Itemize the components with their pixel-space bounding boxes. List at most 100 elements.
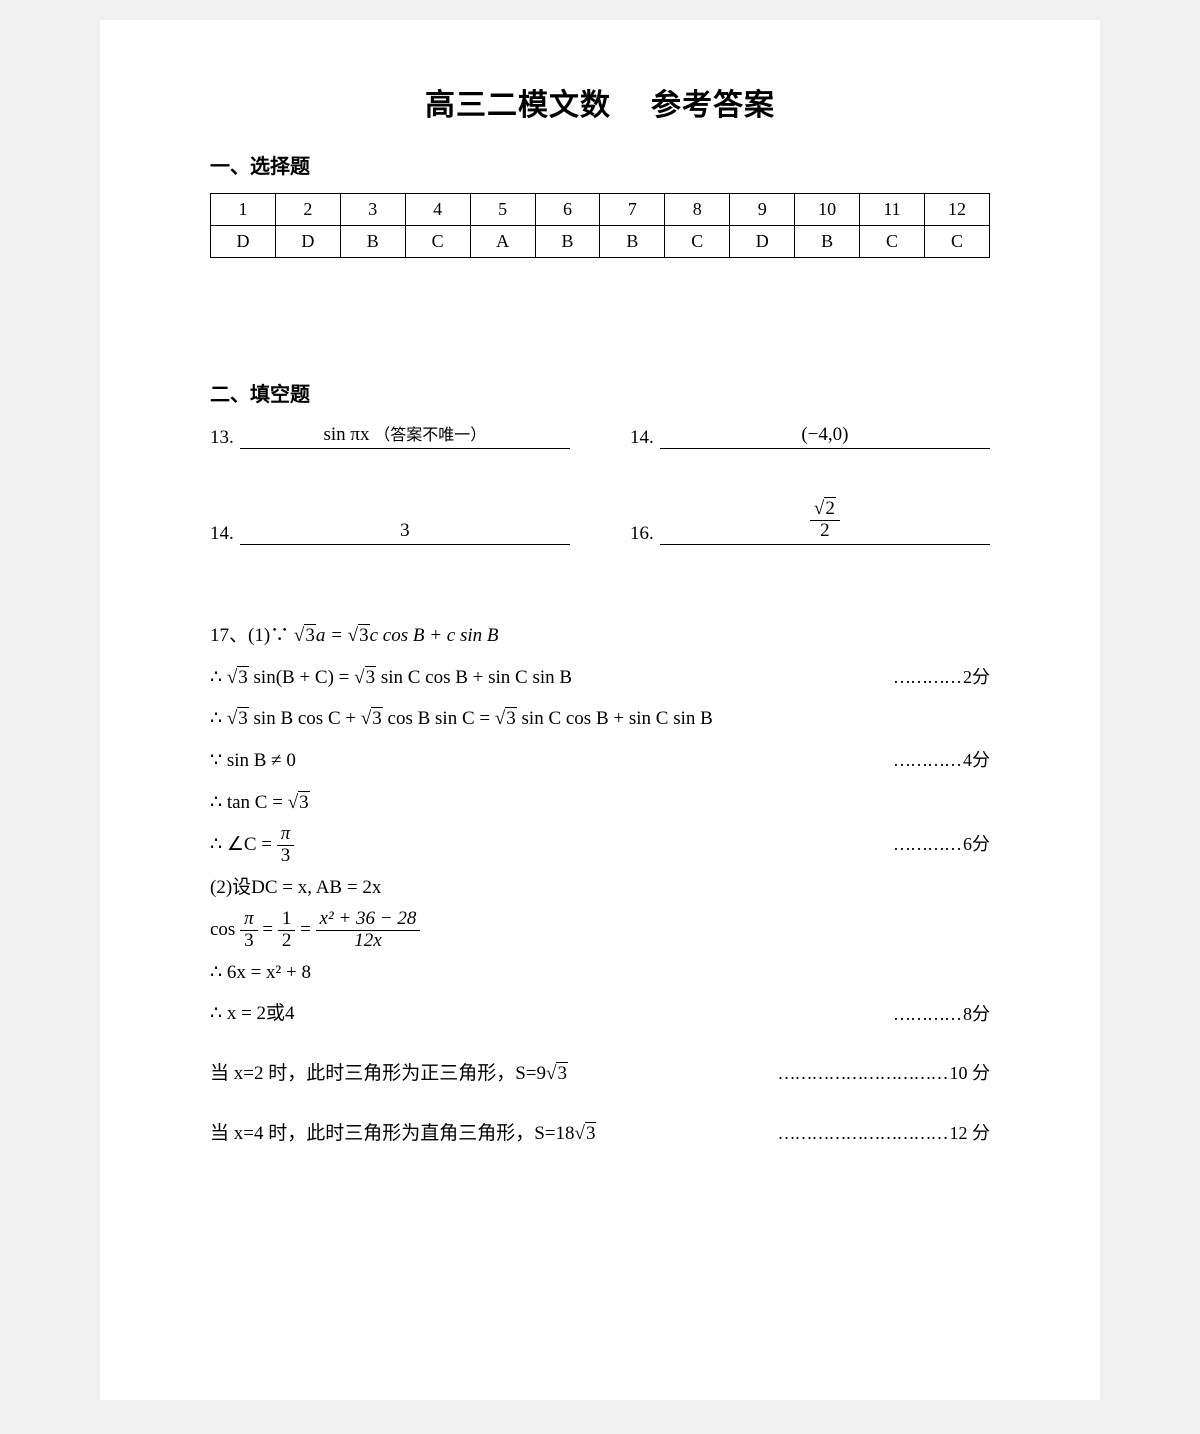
score-value: 6分 xyxy=(963,834,990,854)
sqrt-radicand: 3 xyxy=(298,791,310,813)
dots: ………… xyxy=(893,834,961,854)
fill-num: 16. xyxy=(630,523,654,545)
fraction: π3 xyxy=(240,909,258,952)
fill-row-1: 13. sin πx （答案不唯一） 14. (−4,0) xyxy=(210,421,990,449)
score-marker: …………2分 xyxy=(893,658,990,698)
fill-answer: sin πx （答案不唯一） xyxy=(240,421,570,449)
ans: C xyxy=(924,226,989,258)
solution-line: ∴ tan C = 3 xyxy=(210,782,990,824)
ans: C xyxy=(860,226,925,258)
sqrt-radicand: 3 xyxy=(585,1122,597,1144)
math-expr: 17、(1)∵ 3a = 3c cos B + c sin B xyxy=(210,615,499,657)
qnum: 7 xyxy=(600,194,665,226)
fill-q13: 13. sin πx （答案不唯一） xyxy=(210,421,570,449)
sqrt-radicand: 3 xyxy=(505,707,517,729)
math-expr: ∴ 6x = x² + 8 xyxy=(210,952,311,994)
sqrt-radicand: 3 xyxy=(358,624,370,646)
solution-q17: 17、(1)∵ 3a = 3c cos B + c sin B ∴ 3 sin(… xyxy=(210,615,990,1155)
fraction: π3 xyxy=(277,824,295,867)
fraction-num: x² + 36 − 28 xyxy=(316,909,421,931)
score-value: 2分 xyxy=(963,667,990,687)
solution-line: ∴ 3 sin B cos C + 3 cos B sin C = 3 sin … xyxy=(210,698,990,740)
solution-line: ∵ sin B ≠ 0 …………4分 xyxy=(210,740,990,782)
section-fill-heading: 二、填空题 xyxy=(210,378,990,407)
score-value: 8分 xyxy=(963,1004,990,1024)
table-row: D D B C A B B C D B C C xyxy=(211,226,990,258)
qnum: 1 xyxy=(211,194,276,226)
qnum: 5 xyxy=(470,194,535,226)
score-marker: …………8分 xyxy=(893,995,990,1035)
qnum: 2 xyxy=(275,194,340,226)
fraction-denom: 3 xyxy=(277,846,295,867)
sqrt-radicand: 3 xyxy=(365,666,377,688)
math-text: cos B sin C = xyxy=(388,708,495,729)
sqrt-radicand: 3 xyxy=(304,624,316,646)
dots: ………………………… xyxy=(778,1123,948,1143)
qnum: 9 xyxy=(730,194,795,226)
ans: B xyxy=(795,226,860,258)
fill-q14b: 14. 3 xyxy=(210,499,570,545)
dots: ………… xyxy=(893,1004,961,1024)
solution-line: ∴ 3 sin(B + C) = 3 sin C cos B + sin C s… xyxy=(210,657,990,699)
ans: B xyxy=(535,226,600,258)
qnum: 4 xyxy=(405,194,470,226)
math-expr: ∴ tan C = 3 xyxy=(210,782,310,824)
solution-line: 17、(1)∵ 3a = 3c cos B + c sin B xyxy=(210,615,990,657)
solution-line: ∴ 6x = x² + 8 xyxy=(210,952,990,994)
fraction-denom: 12x xyxy=(316,931,421,952)
math-expr: 当 x=2 时，此时三角形为正三角形，S=93 xyxy=(210,1053,568,1095)
score-value: 10 分 xyxy=(950,1063,991,1083)
score-value: 12 分 xyxy=(950,1123,991,1143)
fraction-num: π xyxy=(240,909,258,931)
qnum: 10 xyxy=(795,194,860,226)
dots: ………… xyxy=(893,667,961,687)
ans: D xyxy=(275,226,340,258)
math-expr: ∴ 3 sin B cos C + 3 cos B sin C = 3 sin … xyxy=(210,698,713,740)
fill-row-2: 14. 3 16. 2 2 xyxy=(210,499,990,545)
heading-text: 17、(1)∵ xyxy=(210,625,289,646)
ans: B xyxy=(600,226,665,258)
ans: C xyxy=(665,226,730,258)
math-text: c cos B + c sin B xyxy=(370,625,499,646)
math-text: sin C cos B + sin C sin B xyxy=(522,708,713,729)
fraction-num: π xyxy=(277,824,295,846)
solution-line: 当 x=2 时，此时三角形为正三角形，S=93 …………………………10 分 xyxy=(210,1053,990,1095)
qnum: 6 xyxy=(535,194,600,226)
answer-key-page: 高三二模文数参考答案 一、选择题 1 2 3 4 5 6 7 8 9 10 11… xyxy=(100,20,1100,1400)
math-text: cos xyxy=(210,919,235,940)
math-expr: ∴ 3 sin(B + C) = 3 sin C cos B + sin C s… xyxy=(210,657,572,699)
qnum: 3 xyxy=(340,194,405,226)
sqrt-radicand: 3 xyxy=(556,1062,568,1084)
fill-answer: 3 xyxy=(240,517,570,545)
fill-num: 14. xyxy=(210,523,234,545)
fraction-denom: 2 xyxy=(278,931,296,952)
fill-num: 13. xyxy=(210,427,234,449)
fraction: x² + 36 − 2812x xyxy=(316,909,421,952)
dots: ………… xyxy=(893,750,961,770)
fill-answer: 2 2 xyxy=(660,499,990,545)
solution-line: ∴ ∠C = π3 …………6分 xyxy=(210,824,990,867)
math-expr: (2)设DC = x, AB = 2x xyxy=(210,867,381,909)
math-expr: ∴ ∠C = π3 xyxy=(210,824,294,867)
fraction-denom: 2 xyxy=(810,521,840,542)
math-expr: cos π3 = 12 = x² + 36 − 2812x xyxy=(210,909,420,952)
ans: A xyxy=(470,226,535,258)
ans: B xyxy=(340,226,405,258)
fill-math: sin πx xyxy=(323,424,369,445)
solution-line: cos π3 = 12 = x² + 36 − 2812x xyxy=(210,909,990,952)
sqrt-radicand: 3 xyxy=(237,707,249,729)
qnum: 12 xyxy=(924,194,989,226)
score-marker: …………6分 xyxy=(893,825,990,865)
math-text: a = xyxy=(316,625,348,646)
math-text: sin C cos B + sin C sin B xyxy=(381,667,572,688)
title-right: 参考答案 xyxy=(651,89,775,122)
title-left: 高三二模文数 xyxy=(425,89,611,122)
solution-line: (2)设DC = x, AB = 2x xyxy=(210,867,990,909)
qnum: 11 xyxy=(860,194,925,226)
math-text: 当 x=4 时，此时三角形为直角三角形，S=18 xyxy=(210,1123,575,1144)
score-marker: …………………………10 分 xyxy=(778,1054,991,1094)
fraction: 12 xyxy=(278,909,296,952)
page-title: 高三二模文数 参考答案 xyxy=(210,80,990,124)
ans: D xyxy=(730,226,795,258)
math-expr: ∴ x = 2或4 xyxy=(210,993,295,1035)
